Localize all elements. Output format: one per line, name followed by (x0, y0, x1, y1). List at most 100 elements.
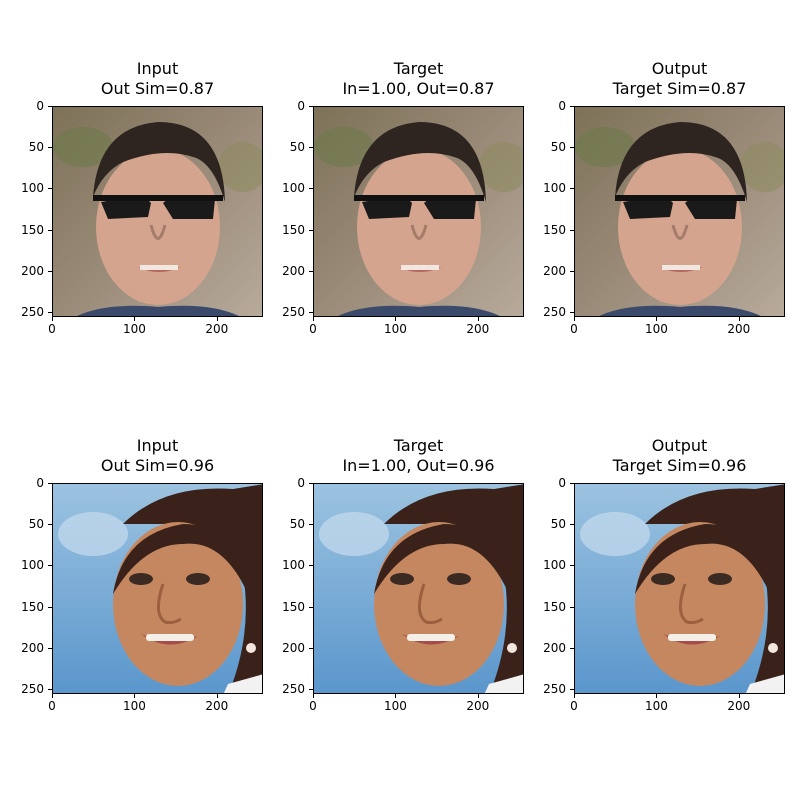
x-tick (395, 694, 397, 698)
face-image (574, 106, 785, 317)
x-tick (134, 317, 136, 321)
y-tick (309, 147, 313, 149)
y-tick (309, 565, 313, 567)
panel-title-main: Output (651, 59, 708, 78)
y-tick-label: 150 (543, 599, 566, 614)
x-tick-label: 100 (644, 322, 668, 336)
y-tick (309, 229, 313, 231)
y-tick (570, 270, 574, 272)
panel-title: Output Target Sim=0.87 (550, 59, 800, 99)
panel-title-sub: Out Sim=0.87 (100, 79, 215, 98)
x-tick (656, 317, 658, 321)
x-tick (313, 317, 314, 321)
x-tick-label: 0 (309, 699, 317, 713)
x-tick (574, 317, 575, 321)
y-tick-label: 250 (21, 682, 44, 697)
y-tick-label: 100 (543, 181, 566, 196)
y-tick-label: 50 (28, 517, 44, 532)
y-tick-label: 0 (297, 99, 305, 113)
y-tick-label: 0 (36, 99, 44, 113)
panel-title-sub: Target Sim=0.87 (612, 79, 747, 98)
x-tick (738, 317, 740, 321)
x-tick-label: 0 (570, 322, 578, 336)
face-image (574, 483, 785, 694)
y-tick (48, 565, 52, 567)
y-tick-label: 100 (282, 558, 305, 573)
y-tick (309, 689, 313, 691)
y-tick-label: 200 (21, 263, 44, 278)
y-tick (570, 483, 574, 484)
y-tick (309, 524, 313, 526)
panel-title-sub: In=1.00, Out=0.87 (342, 79, 495, 98)
y-tick (570, 229, 574, 231)
x-tick-label: 100 (383, 699, 407, 713)
face-image (52, 106, 263, 317)
panel-title: Target In=1.00, Out=0.87 (289, 59, 549, 99)
panel-title-main: Target (393, 59, 444, 78)
panel-title: Target In=1.00, Out=0.96 (289, 436, 549, 476)
y-tick-label: 250 (21, 305, 44, 320)
x-tick (477, 694, 479, 698)
x-tick (656, 694, 658, 698)
y-tick (309, 606, 313, 608)
y-tick-label: 0 (558, 476, 566, 490)
panel-title-main: Input (136, 436, 179, 455)
y-tick (48, 188, 52, 190)
y-tick-label: 200 (21, 640, 44, 655)
y-tick-label: 250 (543, 305, 566, 320)
x-tick-label: 200 (466, 699, 490, 713)
y-tick (48, 106, 52, 107)
y-tick-label: 50 (28, 140, 44, 155)
panel-title: Input Out Sim=0.87 (28, 59, 288, 99)
x-tick (574, 694, 575, 698)
face-image (52, 483, 263, 694)
y-tick (570, 106, 574, 107)
x-tick (313, 694, 314, 698)
y-tick-label: 100 (282, 181, 305, 196)
y-tick (570, 147, 574, 149)
y-tick (309, 647, 313, 649)
y-tick (48, 647, 52, 649)
y-tick-label: 250 (282, 682, 305, 697)
x-tick (216, 317, 218, 321)
y-tick (48, 483, 52, 484)
x-tick-label: 100 (383, 322, 407, 336)
y-tick (309, 270, 313, 272)
x-tick-label: 200 (466, 322, 490, 336)
y-tick (309, 106, 313, 107)
y-tick (48, 689, 52, 691)
x-tick-label: 200 (205, 699, 229, 713)
y-tick-label: 50 (550, 517, 566, 532)
y-tick-label: 250 (543, 682, 566, 697)
x-tick (52, 317, 53, 321)
y-tick (309, 483, 313, 484)
y-tick-label: 0 (297, 476, 305, 490)
y-tick (570, 188, 574, 190)
panel-title-main: Output (651, 436, 708, 455)
y-tick-label: 200 (543, 640, 566, 655)
y-tick (570, 524, 574, 526)
y-tick-label: 200 (282, 263, 305, 278)
y-tick-label: 150 (543, 222, 566, 237)
y-tick (48, 606, 52, 608)
y-tick-label: 250 (282, 305, 305, 320)
y-tick-label: 100 (21, 558, 44, 573)
y-tick (48, 229, 52, 231)
x-tick-label: 100 (122, 322, 146, 336)
x-tick (738, 694, 740, 698)
y-tick-label: 100 (21, 181, 44, 196)
y-tick-label: 50 (289, 517, 305, 532)
y-tick (48, 270, 52, 272)
y-tick (48, 147, 52, 149)
y-tick (570, 606, 574, 608)
y-tick (48, 524, 52, 526)
panel-title-sub: Target Sim=0.96 (612, 456, 747, 475)
y-tick-label: 0 (36, 476, 44, 490)
panel-title-sub: Out Sim=0.96 (100, 456, 215, 475)
y-tick (570, 689, 574, 691)
y-tick-label: 200 (543, 263, 566, 278)
x-tick-label: 100 (122, 699, 146, 713)
y-tick-label: 100 (543, 558, 566, 573)
x-tick (477, 317, 479, 321)
y-tick-label: 50 (289, 140, 305, 155)
